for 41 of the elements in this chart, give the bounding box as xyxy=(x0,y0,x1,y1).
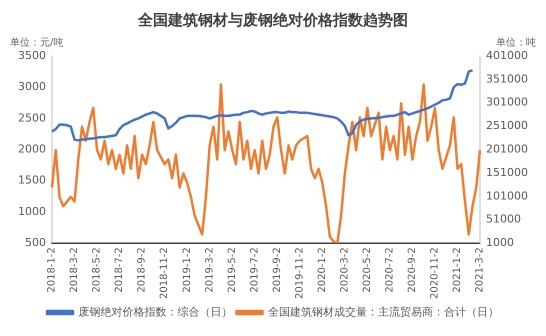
y2-tick-label: 51000 xyxy=(486,212,522,226)
legend-label: 全国建筑钢材成交量：主流贸易商：合计（日） xyxy=(268,305,499,318)
x-tick-label: 2020-1-2 xyxy=(316,247,328,293)
x-tick-label: 2020-5-2 xyxy=(362,247,373,293)
x-tick-label: 2020-9-2 xyxy=(407,247,418,293)
x-tick-label: 2018-11-2 xyxy=(159,247,170,300)
y2-tick-label: 351000 xyxy=(486,72,528,86)
y2-tick-label: 151000 xyxy=(486,166,528,179)
x-tick-label: 2018-5-2 xyxy=(92,247,103,293)
y-tick-label: 2000 xyxy=(18,142,46,156)
x-tick-label: 2019-7-2 xyxy=(249,247,260,293)
y2-tick-label: 1000 xyxy=(486,236,514,250)
y2-axis-title: 单位：吨 xyxy=(496,36,536,49)
y2-tick-label: 301000 xyxy=(486,96,528,109)
x-tick-label: 2021-3-2 xyxy=(474,247,486,293)
chart-title: 全国建筑钢材与废钢绝对价格指数趋势图 xyxy=(137,10,408,29)
y-tick-label: 1000 xyxy=(18,204,46,218)
legend-label: 废钢绝对价格指数：综合（日） xyxy=(78,305,232,318)
y-tick-label: 3000 xyxy=(18,80,46,94)
y2-tick-label: 401000 xyxy=(486,48,528,62)
x-tick-label: 2018-1-2 xyxy=(46,247,58,293)
y-tick-label: 1500 xyxy=(18,174,46,187)
x-tick-label: 2019-3-2 xyxy=(204,247,216,293)
y-tick-label: 2500 xyxy=(18,111,46,124)
x-tick-label: 2019-9-2 xyxy=(272,247,283,293)
x-tick-label: 2018-3-2 xyxy=(69,247,80,293)
x-tick-label: 2018-9-2 xyxy=(136,247,148,293)
y2-tick-label: 201000 xyxy=(486,142,528,156)
x-tick-label: 2019-5-2 xyxy=(226,247,238,293)
x-tick-label: 2021-1-2 xyxy=(452,247,464,293)
y-axis-title: 单位：元/吨 xyxy=(10,36,64,49)
y-tick-label: 500 xyxy=(24,236,46,250)
x-tick-label: 2020-11-2 xyxy=(430,247,441,300)
y2-tick-label: 101000 xyxy=(486,189,528,202)
x-tick-label: 2018-7-2 xyxy=(114,247,126,293)
x-tick-label: 2019-1-2 xyxy=(182,247,193,293)
x-tick-label: 2019-11-2 xyxy=(294,247,306,300)
y-tick-label: 3500 xyxy=(18,48,46,62)
y2-tick-label: 251000 xyxy=(486,119,528,132)
x-tick-label: 2020-3-2 xyxy=(339,247,350,293)
x-tick-label: 2020-7-2 xyxy=(384,247,396,293)
